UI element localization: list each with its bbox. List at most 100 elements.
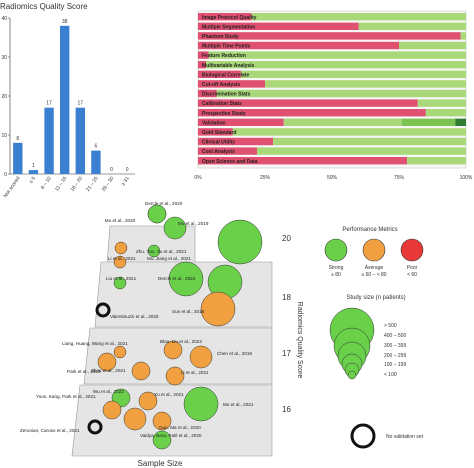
quality-segment bbox=[198, 70, 241, 78]
tier-18-label: 18 bbox=[282, 293, 291, 302]
size-legend-title: Study size (n patients) bbox=[346, 295, 405, 301]
quality-category-label: Multiple Time Points bbox=[202, 44, 251, 50]
quality-category-label: Cut-off Analysis bbox=[202, 82, 240, 88]
performance-swatch bbox=[324, 238, 348, 262]
histogram-category-label: 6 – 10 bbox=[40, 176, 53, 191]
performance-swatch bbox=[362, 238, 386, 262]
study-label: Mu et al., 2021 bbox=[223, 402, 254, 407]
histogram-bar bbox=[13, 142, 23, 174]
quality-segment bbox=[198, 61, 207, 69]
study-label: Valentinuzzi et al., 2020 bbox=[110, 314, 159, 319]
quality-segment bbox=[198, 89, 217, 98]
histogram-value-label: 17 bbox=[46, 101, 52, 107]
tier-20-label: 20 bbox=[282, 234, 291, 243]
quality-category-label: Prospective Study bbox=[202, 111, 246, 117]
performance-range: < 60 bbox=[407, 272, 417, 278]
study-bubble bbox=[163, 340, 183, 360]
study-bubble bbox=[200, 291, 236, 327]
study-label: Yoon, Kang, Park et al., 2021 bbox=[36, 394, 96, 399]
histogram-y-tick-label: 10 bbox=[1, 133, 7, 139]
size-swatch bbox=[347, 370, 357, 380]
performance-range: ≥ 80 bbox=[331, 272, 341, 278]
study-label: Gao, Ma et al., 2020 bbox=[159, 425, 201, 430]
study-label: Wu et al., 2022 bbox=[93, 389, 124, 394]
no-validation-label: No validation set bbox=[386, 434, 424, 440]
quality-segment bbox=[358, 22, 466, 30]
histogram-category-label: Not scored bbox=[3, 176, 22, 199]
histogram-category-label: 26 – 30 bbox=[101, 176, 116, 193]
study-label: Chen et al., 2019 bbox=[217, 351, 252, 356]
quality-segment bbox=[256, 147, 466, 155]
study-bubble bbox=[183, 386, 219, 422]
quality-category-label: Validation bbox=[202, 120, 226, 126]
study-label: Li et al., 2021 bbox=[108, 256, 136, 261]
study-bubble bbox=[189, 345, 213, 369]
quality-segment bbox=[417, 99, 466, 107]
quality-x-tick-label: 100% bbox=[460, 175, 473, 181]
study-label: Mu, Jiang et al., 2021 bbox=[147, 256, 191, 261]
quality-category-label: Clinical Utility bbox=[202, 140, 235, 146]
study-label: Liu et al., 2021 bbox=[106, 276, 137, 281]
histogram-value-label: 0 bbox=[126, 167, 129, 173]
histogram-value-label: 6 bbox=[95, 144, 98, 150]
size-label: 100 – 199 bbox=[384, 362, 406, 368]
histogram-bar bbox=[60, 25, 70, 174]
quality-category-label: Multivariable Analysis bbox=[202, 63, 255, 69]
quality-segment bbox=[198, 51, 209, 59]
study-bubble bbox=[138, 391, 158, 411]
quality-category-label: Discrimination Stats bbox=[202, 92, 251, 98]
quality-bars-panel: Image Protocol Quality Multiple Segmentat… bbox=[194, 10, 473, 181]
study-label: Zhou et al., 2021 bbox=[91, 368, 126, 373]
quality-x-tick-label: 0% bbox=[194, 175, 202, 181]
study-label: Blan, Liu et al., 2022 bbox=[160, 339, 202, 344]
quality-segment bbox=[198, 13, 252, 21]
histogram-category-label: 11 – 15 bbox=[54, 176, 68, 193]
study-bubble bbox=[152, 411, 172, 431]
tier-17-label: 17 bbox=[282, 349, 291, 358]
study-bubble bbox=[114, 241, 128, 255]
quality-segment bbox=[198, 41, 399, 50]
quality-segment bbox=[216, 89, 466, 98]
histogram-bar bbox=[75, 107, 85, 174]
histogram-category-label: ≤ 5 bbox=[28, 176, 37, 185]
histogram-category-label: 16 – 20 bbox=[69, 176, 84, 193]
histogram-value-label: 0 bbox=[110, 167, 113, 173]
histogram-category-label: ≥ 31 bbox=[120, 176, 131, 188]
study-bubble bbox=[113, 255, 127, 269]
study-label: Vaidya, Bera, Patil et al., 2020 bbox=[140, 433, 202, 438]
bubble-y-label: Radiomics Quality Score bbox=[296, 302, 303, 379]
quality-segment bbox=[198, 118, 284, 126]
study-bubble bbox=[147, 244, 161, 258]
study-bubble bbox=[217, 219, 263, 265]
quality-segment bbox=[198, 147, 257, 155]
study-bubble bbox=[102, 400, 122, 420]
quality-x-tick-label: 25% bbox=[260, 175, 271, 181]
study-label: Mu et al., 2020 bbox=[105, 218, 136, 223]
histogram-y-tick-label: 20 bbox=[1, 94, 7, 100]
study-label: Dercle et al., 2022 bbox=[158, 276, 196, 281]
size-label: 200 – 299 bbox=[384, 353, 406, 359]
quality-segment bbox=[198, 157, 408, 165]
quality-category-label: Image Protocol Quality bbox=[202, 15, 257, 21]
size-label: 300 – 399 bbox=[384, 343, 406, 349]
performance-name: Strong bbox=[329, 265, 344, 271]
quality-segment bbox=[208, 51, 466, 59]
study-label: Sun et al., 2018 bbox=[172, 309, 205, 314]
histogram-bar bbox=[28, 170, 39, 174]
size-label: 400 – 500 bbox=[384, 333, 406, 339]
no-validation-icon bbox=[350, 423, 376, 449]
study-bubble bbox=[152, 430, 172, 450]
bubble-x-label: Sample Size bbox=[138, 459, 183, 468]
tier-16-label: 16 bbox=[282, 405, 291, 414]
quality-category-label: Biological Correlate bbox=[202, 72, 249, 78]
quality-x-tick-label: 75% bbox=[394, 175, 405, 181]
histogram-title: Radiomics Quality Score bbox=[0, 2, 88, 11]
study-label: Xu et al., 2021 bbox=[154, 392, 184, 397]
quality-segment bbox=[206, 61, 467, 69]
performance-swatch bbox=[400, 238, 424, 262]
quality-category-label: Multiple Segmentation bbox=[202, 24, 255, 30]
quality-segment bbox=[198, 128, 233, 136]
quality-segment bbox=[198, 32, 461, 40]
